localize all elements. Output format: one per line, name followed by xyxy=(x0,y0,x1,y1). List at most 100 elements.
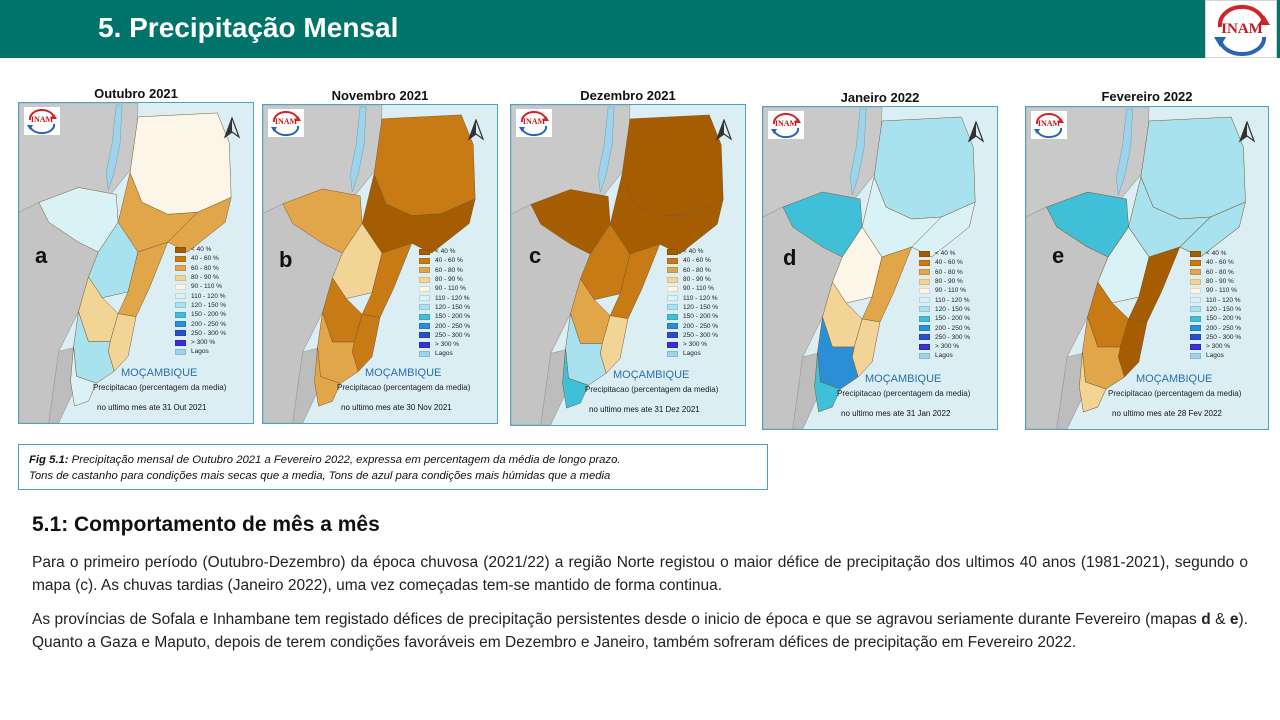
legend-label: > 300 % xyxy=(435,341,460,349)
legend-swatch xyxy=(1190,352,1201,359)
legend-swatch xyxy=(1190,287,1201,294)
legend-item: 150 - 200 % xyxy=(919,314,995,323)
map-panel-fevereiro: INAM e < 40 % 40 - 60 % 60 - 80 % 80 - 90 % 90… xyxy=(1025,106,1269,430)
legend-item: Lagos xyxy=(419,349,495,358)
legend-item: 90 - 110 % xyxy=(1190,286,1266,295)
legend-swatch xyxy=(919,352,930,359)
map-logo-text: INAM xyxy=(774,119,798,128)
legend-swatch xyxy=(419,248,430,255)
legend-swatch xyxy=(419,313,430,320)
legend-label: 250 - 300 % xyxy=(683,331,719,339)
legend-item: 150 - 200 % xyxy=(667,312,743,321)
legend-label: < 40 % xyxy=(191,246,212,254)
legend-item: 250 - 300 % xyxy=(175,329,251,338)
map-title-fevereiro: Fevereiro 2022 xyxy=(1101,89,1193,104)
legend-item: 80 - 90 % xyxy=(175,273,251,282)
legend-item: 60 - 80 % xyxy=(175,264,251,273)
legend-item: 60 - 80 % xyxy=(919,268,995,277)
legend-item: 80 - 90 % xyxy=(1190,277,1266,286)
legend-swatch xyxy=(419,276,430,283)
north-arrow-icon xyxy=(467,118,485,141)
region-maputo xyxy=(814,351,841,413)
legend-swatch xyxy=(419,285,430,292)
map-subtitle: Precipitacao (percentagem da media) xyxy=(1108,389,1242,398)
legend-swatch xyxy=(419,350,430,357)
map-inam-logo: INAM xyxy=(768,111,804,139)
map-panel-outubro: INAM a < 40 % 40 - 60 % 60 - 80 % 80 - 90 % 90… xyxy=(18,102,254,424)
legend-item: 250 - 300 % xyxy=(419,331,495,340)
legend-swatch xyxy=(419,257,430,264)
precipitation-map-graphic xyxy=(763,107,976,429)
legend-swatch xyxy=(1190,334,1201,341)
legend-label: 200 - 250 % xyxy=(435,322,471,330)
legend-swatch xyxy=(667,341,678,348)
logo-arrows-icon xyxy=(1031,111,1067,139)
legend-item: 110 - 120 % xyxy=(419,293,495,302)
map-legend: < 40 % 40 - 60 % 60 - 80 % 80 - 90 % 90 - 11… xyxy=(667,247,743,359)
legend-item: Lagos xyxy=(667,349,743,358)
legend-item: 120 - 150 % xyxy=(419,303,495,312)
legend-label: < 40 % xyxy=(435,248,456,256)
map-panel-janeiro: INAM d < 40 % 40 - 60 % 60 - 80 % 80 - 90 % 90… xyxy=(762,106,998,430)
legend-item: 40 - 60 % xyxy=(175,254,251,263)
legend-label: 80 - 90 % xyxy=(191,274,219,282)
legend-label: 120 - 150 % xyxy=(191,301,227,309)
legend-label: 110 - 120 % xyxy=(435,294,470,302)
legend-item: 110 - 120 % xyxy=(1190,295,1266,304)
legend-item: < 40 % xyxy=(175,245,251,254)
legend-item: 200 - 250 % xyxy=(667,321,743,330)
legend-label: 90 - 110 % xyxy=(191,283,222,291)
legend-swatch xyxy=(919,287,930,294)
legend-swatch xyxy=(1190,343,1201,350)
map-subtitle: Precipitacao (percentagem da media) xyxy=(837,389,971,398)
logo-arrows-icon xyxy=(768,111,804,139)
region-coast xyxy=(1179,201,1246,258)
legend-swatch xyxy=(919,278,930,285)
logo-text: INAM xyxy=(1221,21,1263,37)
legend-item: 150 - 200 % xyxy=(419,312,495,321)
north-arrow-icon xyxy=(223,116,241,139)
legend-label: 120 - 150 % xyxy=(1206,305,1242,313)
legend-swatch xyxy=(419,332,430,339)
paragraph-2: As províncias de Sofala e Inhambane tem … xyxy=(32,608,1248,654)
legend-item: < 40 % xyxy=(667,247,743,256)
map-period: no ultimo mes ate 31 Out 2021 xyxy=(97,403,207,412)
legend-swatch xyxy=(919,343,930,350)
legend-item: Lagos xyxy=(919,351,995,360)
legend-item: 250 - 300 % xyxy=(919,333,995,342)
legend-label: > 300 % xyxy=(935,343,960,351)
legend-label: 150 - 200 % xyxy=(683,313,719,321)
map-inam-logo: INAM xyxy=(516,109,552,137)
legend-label: 40 - 60 % xyxy=(1206,259,1234,267)
legend-label: > 300 % xyxy=(683,341,708,349)
legend-label: 250 - 300 % xyxy=(935,333,971,341)
legend-label: 90 - 110 % xyxy=(683,285,714,293)
legend-swatch xyxy=(667,313,678,320)
map-panel-dezembro: INAM c < 40 % 40 - 60 % 60 - 80 % 80 - 90 % 90… xyxy=(510,104,746,426)
paragraph-2-ampersand: & xyxy=(1210,611,1230,628)
legend-item: 80 - 90 % xyxy=(919,277,995,286)
legend-item: 90 - 110 % xyxy=(919,286,995,295)
legend-label: 110 - 120 % xyxy=(935,296,970,304)
legend-label: > 300 % xyxy=(191,339,216,347)
logo-arrows-icon xyxy=(268,109,304,137)
legend-swatch xyxy=(175,293,186,300)
paragraph-2-map-e: e xyxy=(1229,611,1239,628)
legend-item: 120 - 150 % xyxy=(175,301,251,310)
legend-item: 80 - 90 % xyxy=(667,275,743,284)
legend-item: 60 - 80 % xyxy=(667,266,743,275)
map-panel-novembro: INAM b < 40 % 40 - 60 % 60 - 80 % 80 - 90 % 90… xyxy=(262,104,498,424)
map-legend: < 40 % 40 - 60 % 60 - 80 % 80 - 90 % 90 - 11… xyxy=(419,247,495,359)
map-subtitle: Precipitacao (percentagem da media) xyxy=(93,383,227,392)
legend-label: 250 - 300 % xyxy=(1206,333,1242,341)
legend-label: 60 - 80 % xyxy=(191,264,219,272)
legend-item: 110 - 120 % xyxy=(919,295,995,304)
region-north xyxy=(1140,116,1246,220)
region-north xyxy=(129,112,232,215)
legend-item: Lagos xyxy=(1190,351,1266,360)
legend-label: 90 - 110 % xyxy=(435,285,466,293)
legend-item: 250 - 300 % xyxy=(1190,333,1266,342)
legend-item: 60 - 80 % xyxy=(419,266,495,275)
legend-label: 40 - 60 % xyxy=(935,259,963,267)
legend-item: 250 - 300 % xyxy=(667,331,743,340)
